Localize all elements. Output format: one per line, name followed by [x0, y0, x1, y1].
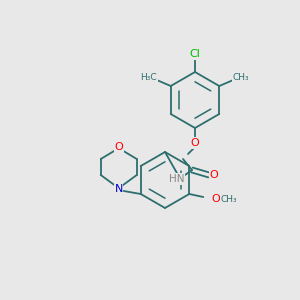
Text: N: N: [115, 184, 123, 194]
Text: CH₃: CH₃: [233, 74, 250, 82]
Text: HN: HN: [169, 174, 185, 184]
Text: O: O: [114, 142, 123, 152]
Text: O: O: [212, 194, 220, 204]
Text: H₃C: H₃C: [140, 74, 157, 82]
Text: O: O: [210, 170, 218, 180]
Text: CH₃: CH₃: [221, 194, 238, 203]
Text: O: O: [190, 138, 200, 148]
Text: Cl: Cl: [190, 49, 200, 59]
